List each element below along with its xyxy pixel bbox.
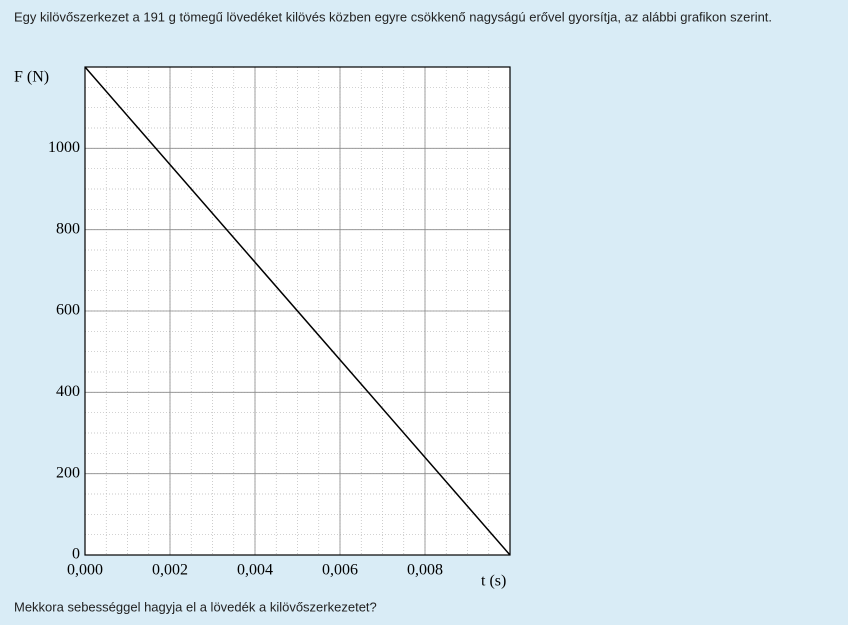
x-tick-label: 0,002 [152,562,188,579]
marks [84,66,511,556]
y-tick-label: 600 [56,302,80,319]
y-axis-label: F (N) [14,69,49,86]
prompt-text: Mekkora sebességgel hagyja el a lövedék … [14,599,377,614]
y-tick-label: 800 [56,220,80,237]
data-line [84,66,511,556]
x-tick-label: 0,004 [237,562,273,579]
plot-frame [84,66,511,556]
question-text: Egy kilövőszerkezet a 191 g tömegű löved… [14,9,772,24]
x-tick-label: 0,000 [67,562,103,579]
y-tick-label: 0 [72,546,80,563]
x-tick-label: 0,008 [407,562,443,579]
x-axis-label: t (s) [481,573,506,590]
grid [84,67,510,556]
y-tick-label: 400 [56,383,80,400]
x-tick-label: 0,006 [322,562,358,579]
y-tick-label: 200 [56,464,80,481]
y-tick-label: 1000 [48,139,80,156]
